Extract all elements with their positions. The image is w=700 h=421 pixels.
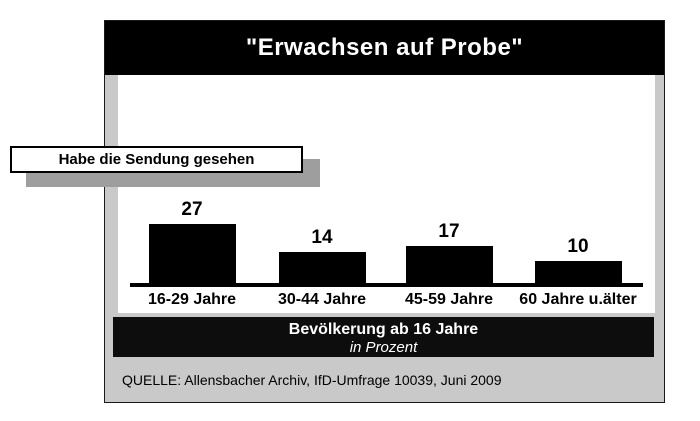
bar-category-label: 30-44 Jahre — [277, 291, 367, 308]
x-axis-line — [130, 283, 643, 287]
bar-category-label: 16-29 Jahre — [147, 291, 237, 308]
bar-value-label: 27 — [181, 199, 203, 220]
bar-value-label: 17 — [438, 221, 460, 242]
series-callout-label: Habe die Sendung gesehen — [58, 151, 255, 168]
bar-value-label: 10 — [567, 236, 589, 257]
series-callout: Habe die Sendung gesehen — [10, 146, 303, 173]
chart-panel: "Erwachsen auf Probe" 27 16-29 Jahre 14 30-… — [104, 20, 665, 403]
bar-category-label: 60 Jahre u.älter — [519, 291, 637, 308]
bar-value-label: 14 — [311, 227, 333, 248]
bar — [149, 224, 236, 283]
unit-label: in Prozent — [349, 339, 418, 356]
bar — [535, 261, 622, 283]
page-title: "Erwachsen auf Probe" — [245, 34, 524, 61]
plot: 27 16-29 Jahre 14 30-44 Jahre 17 45-59 Jahre 1… — [105, 21, 664, 402]
title-bar: "Erwachsen auf Probe" — [105, 21, 664, 75]
bar-category-label: 45-59 Jahre — [404, 291, 494, 308]
source-note: QUELLE: Allensbacher Archiv, IfD-Umfrage… — [122, 372, 502, 388]
population-band: Bevölkerung ab 16 Jahre in Prozent — [113, 317, 654, 357]
population-label: Bevölkerung ab 16 Jahre — [288, 321, 479, 338]
bar — [406, 246, 493, 283]
bar — [279, 252, 366, 283]
